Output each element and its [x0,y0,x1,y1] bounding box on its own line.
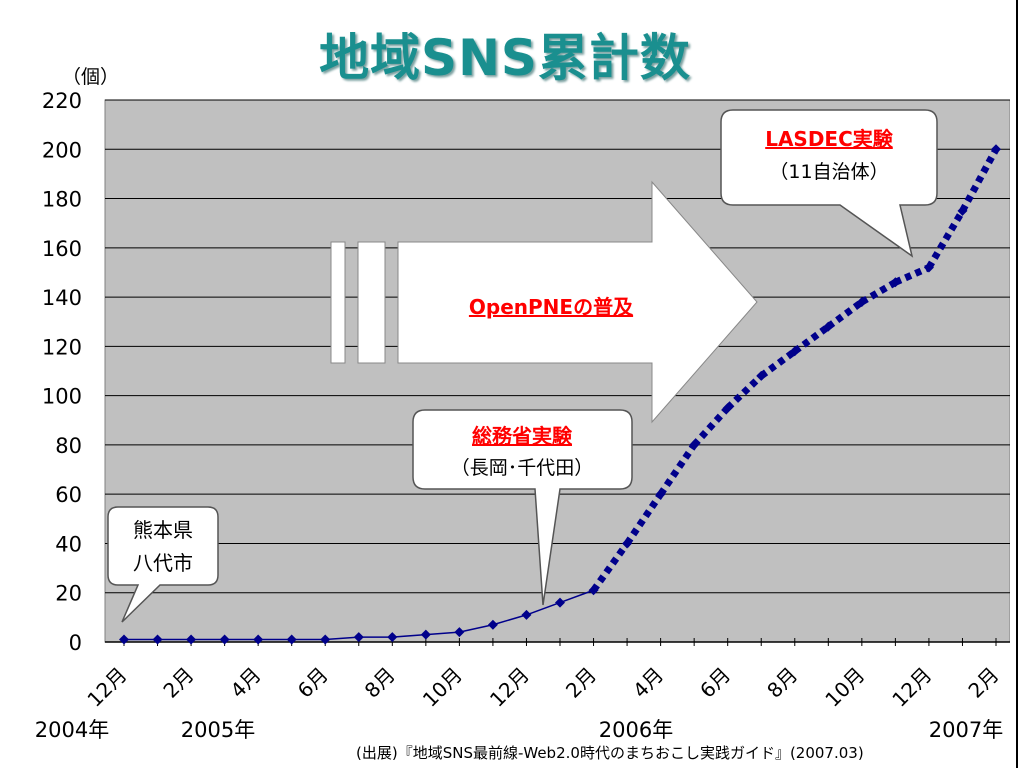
frame-line [1016,0,1018,768]
y-tick-label: 60 [55,483,82,507]
source-note: (出展)『地域SNS最前線-Web2.0時代のまちおこし実践ガイド』(2007.… [356,744,864,762]
series-segment [959,147,1000,213]
y-tick-label: 40 [55,532,82,556]
x-axis: 12月 2月 4月 6月 8月 10月 12月 2月 4月 6月 8月 10月 12月 2月 2004年 20… [35,638,1010,742]
arrow-body [397,180,758,424]
y-tick-label: 20 [55,582,82,606]
callout-kumamoto: 熊本県 八代市 [107,506,219,623]
callout-lasdec-sub: （11自治体） [769,161,888,183]
series-segment [759,348,797,379]
x-tick-label: 2月 [963,663,1003,703]
data-point [991,144,1001,155]
data-point [588,585,599,596]
series-segment [691,405,731,448]
data-point [152,634,163,645]
series-segment [492,614,527,626]
gridlines [105,99,1010,643]
series-segment [392,633,426,638]
arrow-stripe-2 [357,241,386,364]
x-tick-label: 8月 [360,663,400,703]
x-tick-label: 10月 [418,663,467,712]
series-segment [526,601,561,616]
chart: 0 20 40 60 80 100 120 140 160 180 200 220 12月 2月 4月 6月… [35,89,1010,742]
series-segment [559,589,594,604]
callout-kumamoto-bubble [107,506,219,623]
series-segment [792,323,831,355]
x-tick-label: 4月 [628,663,668,703]
series-segment [459,624,494,633]
year-label: 2006年 [599,718,673,742]
arrow-stripe-1 [330,241,346,364]
data-point [555,597,565,608]
data-point [119,634,129,645]
data-point [353,632,364,643]
year-label: 2005年 [181,718,255,742]
x-tick-label: 10月 [820,663,869,712]
series-segment [725,373,764,411]
y-tick-label: 200 [42,138,82,162]
data-point [823,321,834,332]
data-point [420,629,431,640]
data-point [890,277,901,288]
data-point [186,634,197,645]
x-tick-label: 6月 [695,663,735,703]
x-tick-label: 12月 [82,663,131,712]
series-segment [590,541,630,593]
x-tick-label: 2月 [158,663,198,703]
data-point [320,634,331,645]
series-segment [826,299,864,330]
callout-soumu-bubble [412,409,633,606]
x-tick-label: 12月 [485,663,534,712]
callout-soumu-sub: （長岡･千代田） [451,457,594,479]
y-tick-label: 160 [42,237,82,261]
callout-lasdec-bubble [720,109,938,258]
data-point [722,402,733,413]
data-point [756,370,767,381]
y-tick-label: 120 [42,335,82,359]
page-title: 地域SNS累計数 [319,29,691,87]
y-tick-label: 80 [55,434,82,458]
y-tick-label: 180 [42,188,82,212]
series-segment [325,636,359,641]
callout-kumamoto-line2: 八代市 [133,551,193,575]
data-point [689,439,700,450]
x-tick-label: 6月 [293,663,333,703]
year-label: 2007年 [929,718,1003,742]
data-point [622,538,633,549]
x-tick-label: 12月 [887,663,936,712]
callout-soumu-title: 総務省実験 [472,424,573,448]
data-point [856,297,867,308]
y-tick-label: 0 [69,631,82,655]
y-tick-label: 220 [42,89,82,113]
data-point [253,634,264,645]
x-tick-label: 4月 [226,663,266,703]
series-layer [119,144,1001,645]
y-tick-label: 100 [42,385,82,409]
openpne-arrow: OpenPNEの普及 [330,180,758,424]
data-point [219,634,230,645]
series-segment [624,492,664,546]
callout-kumamoto-line1: 熊本県 [133,518,193,542]
callout-lasdec-title: LASDEC実験 [765,127,894,151]
year-label: 2004年 [35,718,109,742]
series-segment [425,631,460,636]
x-tick-label: 8月 [762,663,802,703]
callout-lasdec: LASDEC実験 （11自治体） [720,109,938,258]
openpne-label: OpenPNEの普及 [469,295,634,319]
data-point [957,205,968,216]
data-point [923,262,934,273]
data-point [655,489,666,500]
x-tick-label: 2月 [561,663,601,703]
data-point [454,627,465,638]
y-unit-label: （個） [62,66,120,88]
data-point [789,346,800,357]
data-point [387,632,398,643]
y-tick-label: 140 [42,286,82,310]
callout-soumu: 総務省実験 （長岡･千代田） [412,409,633,606]
data-point [286,634,297,645]
y-axis: 0 20 40 60 80 100 120 140 160 180 200 220 [42,89,82,655]
data-point [487,619,498,630]
data-point [521,609,532,620]
series-segment [657,442,698,497]
